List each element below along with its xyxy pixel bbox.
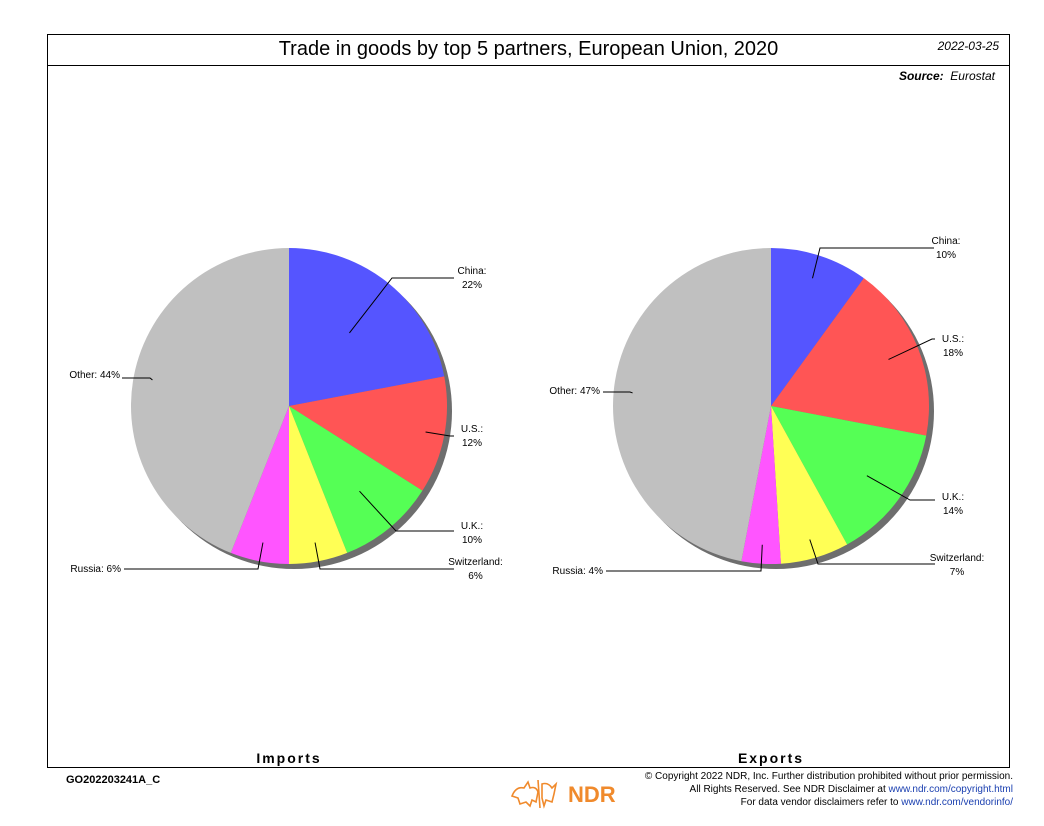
leader-line-u-s [888,338,935,360]
leader-line-u-k [359,490,454,532]
pie-slice-u-s [289,376,447,491]
leader-line-switzerland [809,539,935,565]
pie-slice-russia [741,406,781,564]
slice-label-china: China: [932,236,961,247]
slice-label-switzerland: Switzerland: [448,557,502,568]
source-note: Source: Eurostat [899,69,995,83]
leader-line-other [122,377,153,381]
slice-label-other: Other: 44% [69,370,120,381]
exports-pie: China: 10% U.S.: 18% U.K.: 14% Switzerland: 7% R… [549,236,984,578]
pie-slice-other [130,248,289,553]
leader-line-russia [606,544,763,572]
pie-slice-other [612,248,771,562]
slice-label-switzerland: Switzerland: [930,553,984,564]
copyright-line2-text: All Rights Reserved. See NDR Disclaimer … [689,784,889,795]
slice-label-other: Other: 47% [549,386,600,397]
slice-value-u-k: 10% [462,535,482,546]
vendorinfo-link[interactable]: www.ndr.com/vendorinfo/ [901,797,1013,808]
chart-code: GO202203241A_C [66,774,161,786]
copyright-line1: © Copyright 2022 NDR, Inc. Further distr… [644,771,1013,782]
slice-label-u-k: U.K.: [461,521,483,532]
copyright-link[interactable]: www.ndr.com/copyright.html [888,784,1014,795]
pie-slice-switzerland [771,406,848,564]
slice-value-china: 10% [936,250,956,261]
copyright-line3: For data vendor disclaimers refer to www… [645,796,1013,809]
slice-value-switzerland: 7% [950,567,965,578]
chart-title: Trade in goods by top 5 partners, Europe… [278,38,779,60]
pie-slice-u-k [289,406,423,553]
source-label: Source: [898,69,944,83]
pie-slice-u-s [771,278,930,436]
slice-value-u-k: 14% [943,506,963,517]
leader-line-other [603,391,633,394]
slice-label-u-s: U.S.: [461,424,483,435]
leader-line-china [812,247,934,279]
exports-label: Exports [737,750,805,766]
pie-slice-u-k [771,406,927,545]
leader-line-russia [124,542,264,570]
chart-date: 2022-03-25 [937,39,999,53]
copyright-line3-text: For data vendor disclaimers refer to [740,797,902,808]
slice-label-china: China: [458,266,487,277]
ndr-logo-text: NDR [568,782,616,807]
bull-bear-icon [510,779,558,809]
slice-label-u-s: U.S.: [942,334,964,345]
slice-label-russia: Russia: 4% [552,566,603,577]
imports-label: Imports [256,750,322,766]
copyright-notice: © Copyright 2022 NDR, Inc. Further distr… [645,770,1013,809]
imports-pie: China: 22% U.S.: 12% U.K.: 10% Switzerland: 6% R… [69,248,503,582]
ndr-logo: NDR [510,779,616,809]
leader-line-china [349,277,454,334]
title-bar: Trade in goods by top 5 partners, Europe… [48,35,1009,66]
leader-line-u-k [866,475,935,501]
slice-value-switzerland: 6% [468,571,483,582]
copyright-line2: All Rights Reserved. See NDR Disclaimer … [645,783,1013,796]
pie-slice-switzerland [289,406,348,564]
leader-line-u-s [425,431,454,437]
slice-label-u-k: U.K.: [942,492,964,503]
slice-value-u-s: 18% [943,348,963,359]
pie-slice-china [771,248,864,406]
chart-frame: Trade in goods by top 5 partners, Europe… [47,34,1010,768]
leader-line-switzerland [314,542,454,570]
pie-slice-china [289,248,445,406]
pie-slice-russia [230,406,289,564]
slice-value-u-s: 12% [462,438,482,449]
slice-value-china: 22% [462,280,482,291]
slice-label-russia: Russia: 6% [70,564,121,575]
source-value: Eurostat [950,69,995,83]
